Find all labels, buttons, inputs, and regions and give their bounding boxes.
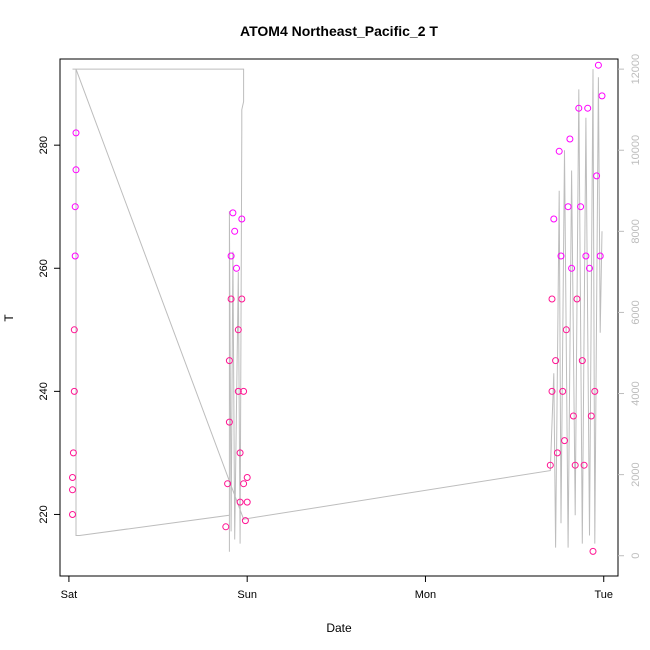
t-point-50 [580, 461, 588, 469]
t-point-22 [236, 498, 244, 506]
t-point-7 [71, 203, 79, 211]
t-point-16 [229, 209, 237, 217]
t-point-18 [233, 264, 240, 272]
y2-tick-label-3: 6000 [630, 300, 642, 324]
t-point-38 [559, 387, 567, 395]
t-point-14 [227, 295, 235, 303]
t-point-3 [69, 449, 77, 457]
y2-tick-label-6: 12000 [630, 54, 642, 85]
x-tick-label-3: Tue [594, 589, 613, 601]
t-point-30 [546, 461, 554, 469]
t-point-56 [591, 387, 599, 395]
t-point-11 [224, 480, 232, 488]
t-point-12 [225, 418, 233, 426]
t-point-37 [557, 252, 565, 260]
t-point-5 [70, 326, 78, 334]
t-point-55 [589, 547, 597, 555]
x-tick-label-1: Sun [237, 589, 257, 601]
y2-tick-label-1: 2000 [630, 462, 642, 486]
x-axis-label: Date [326, 621, 352, 635]
t-point-49 [578, 357, 586, 365]
t-point-9 [72, 129, 80, 137]
t-point-36 [555, 147, 563, 155]
y-axis-label: T [2, 314, 16, 322]
t-point-41 [564, 203, 572, 211]
y-tick-label-1: 240 [38, 382, 50, 400]
t-point-51 [582, 252, 590, 260]
t-point-44 [569, 412, 577, 420]
t-point-39 [561, 437, 568, 445]
t-point-21 [236, 449, 244, 457]
t-point-47 [575, 104, 583, 112]
y2-tick-label-2: 4000 [630, 381, 642, 405]
t-point-58 [594, 61, 602, 69]
t-point-25 [240, 387, 248, 395]
t-point-57 [593, 172, 601, 180]
altitude-line [72, 68, 603, 552]
y2-tick-label-5: 10000 [630, 135, 642, 166]
t-point-46 [573, 295, 581, 303]
t-point-23 [238, 215, 246, 223]
t-point-8 [72, 166, 80, 174]
t-point-40 [562, 326, 570, 334]
t-point-20 [234, 387, 242, 395]
t-point-45 [571, 461, 579, 469]
t-point-59 [596, 252, 604, 260]
t-point-10 [222, 523, 230, 531]
plot-frame [59, 58, 619, 577]
t-point-48 [577, 203, 585, 211]
t-point-19 [234, 326, 242, 334]
t-point-31 [548, 387, 556, 395]
marks-layer [69, 61, 606, 555]
y-tick-label-3: 280 [38, 136, 50, 154]
y-tick-label-2: 260 [38, 259, 50, 277]
axes-layer: 220 240 260 280 0 2000 4000 6000 8000 10000 12000 S… [38, 54, 642, 601]
t-point-1 [69, 486, 76, 494]
t-point-24 [238, 295, 246, 303]
t-point-33 [550, 215, 558, 223]
t-point-6 [71, 252, 79, 260]
t-point-34 [552, 357, 560, 365]
t-point-4 [70, 387, 78, 395]
y2-tick-label-0: 0 [630, 553, 642, 559]
t-point-32 [548, 295, 556, 303]
t-point-29 [243, 474, 251, 481]
t-point-0 [69, 511, 76, 518]
t-point-54 [587, 412, 595, 420]
t-point-28 [243, 498, 251, 506]
t-point-42 [566, 135, 574, 143]
t-point-35 [553, 449, 561, 457]
t-point-13 [225, 357, 233, 365]
x-tick-label-0: Sat [61, 589, 78, 601]
t-point-2 [69, 474, 76, 481]
y-tick-label-0: 220 [38, 505, 50, 523]
t-point-60 [598, 92, 606, 100]
y2-tick-label-4: 8000 [630, 219, 642, 243]
t-point-43 [568, 264, 576, 272]
t-point-15 [227, 252, 235, 260]
t-point-26 [240, 480, 248, 488]
t-point-27 [241, 517, 249, 525]
t-point-52 [584, 104, 592, 112]
t-point-17 [231, 227, 239, 235]
chart-title: ATOM4 Northeast_Pacific_2 T [240, 23, 438, 39]
x-tick-label-2: Mon [415, 589, 436, 601]
t-point-53 [586, 264, 593, 272]
